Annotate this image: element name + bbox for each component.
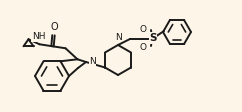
Text: S: S: [149, 33, 157, 43]
Text: NH: NH: [32, 32, 45, 41]
Text: O: O: [51, 22, 58, 32]
Text: N: N: [115, 33, 121, 42]
Text: N: N: [89, 56, 96, 66]
Text: O: O: [140, 42, 147, 52]
Text: O: O: [140, 25, 147, 33]
